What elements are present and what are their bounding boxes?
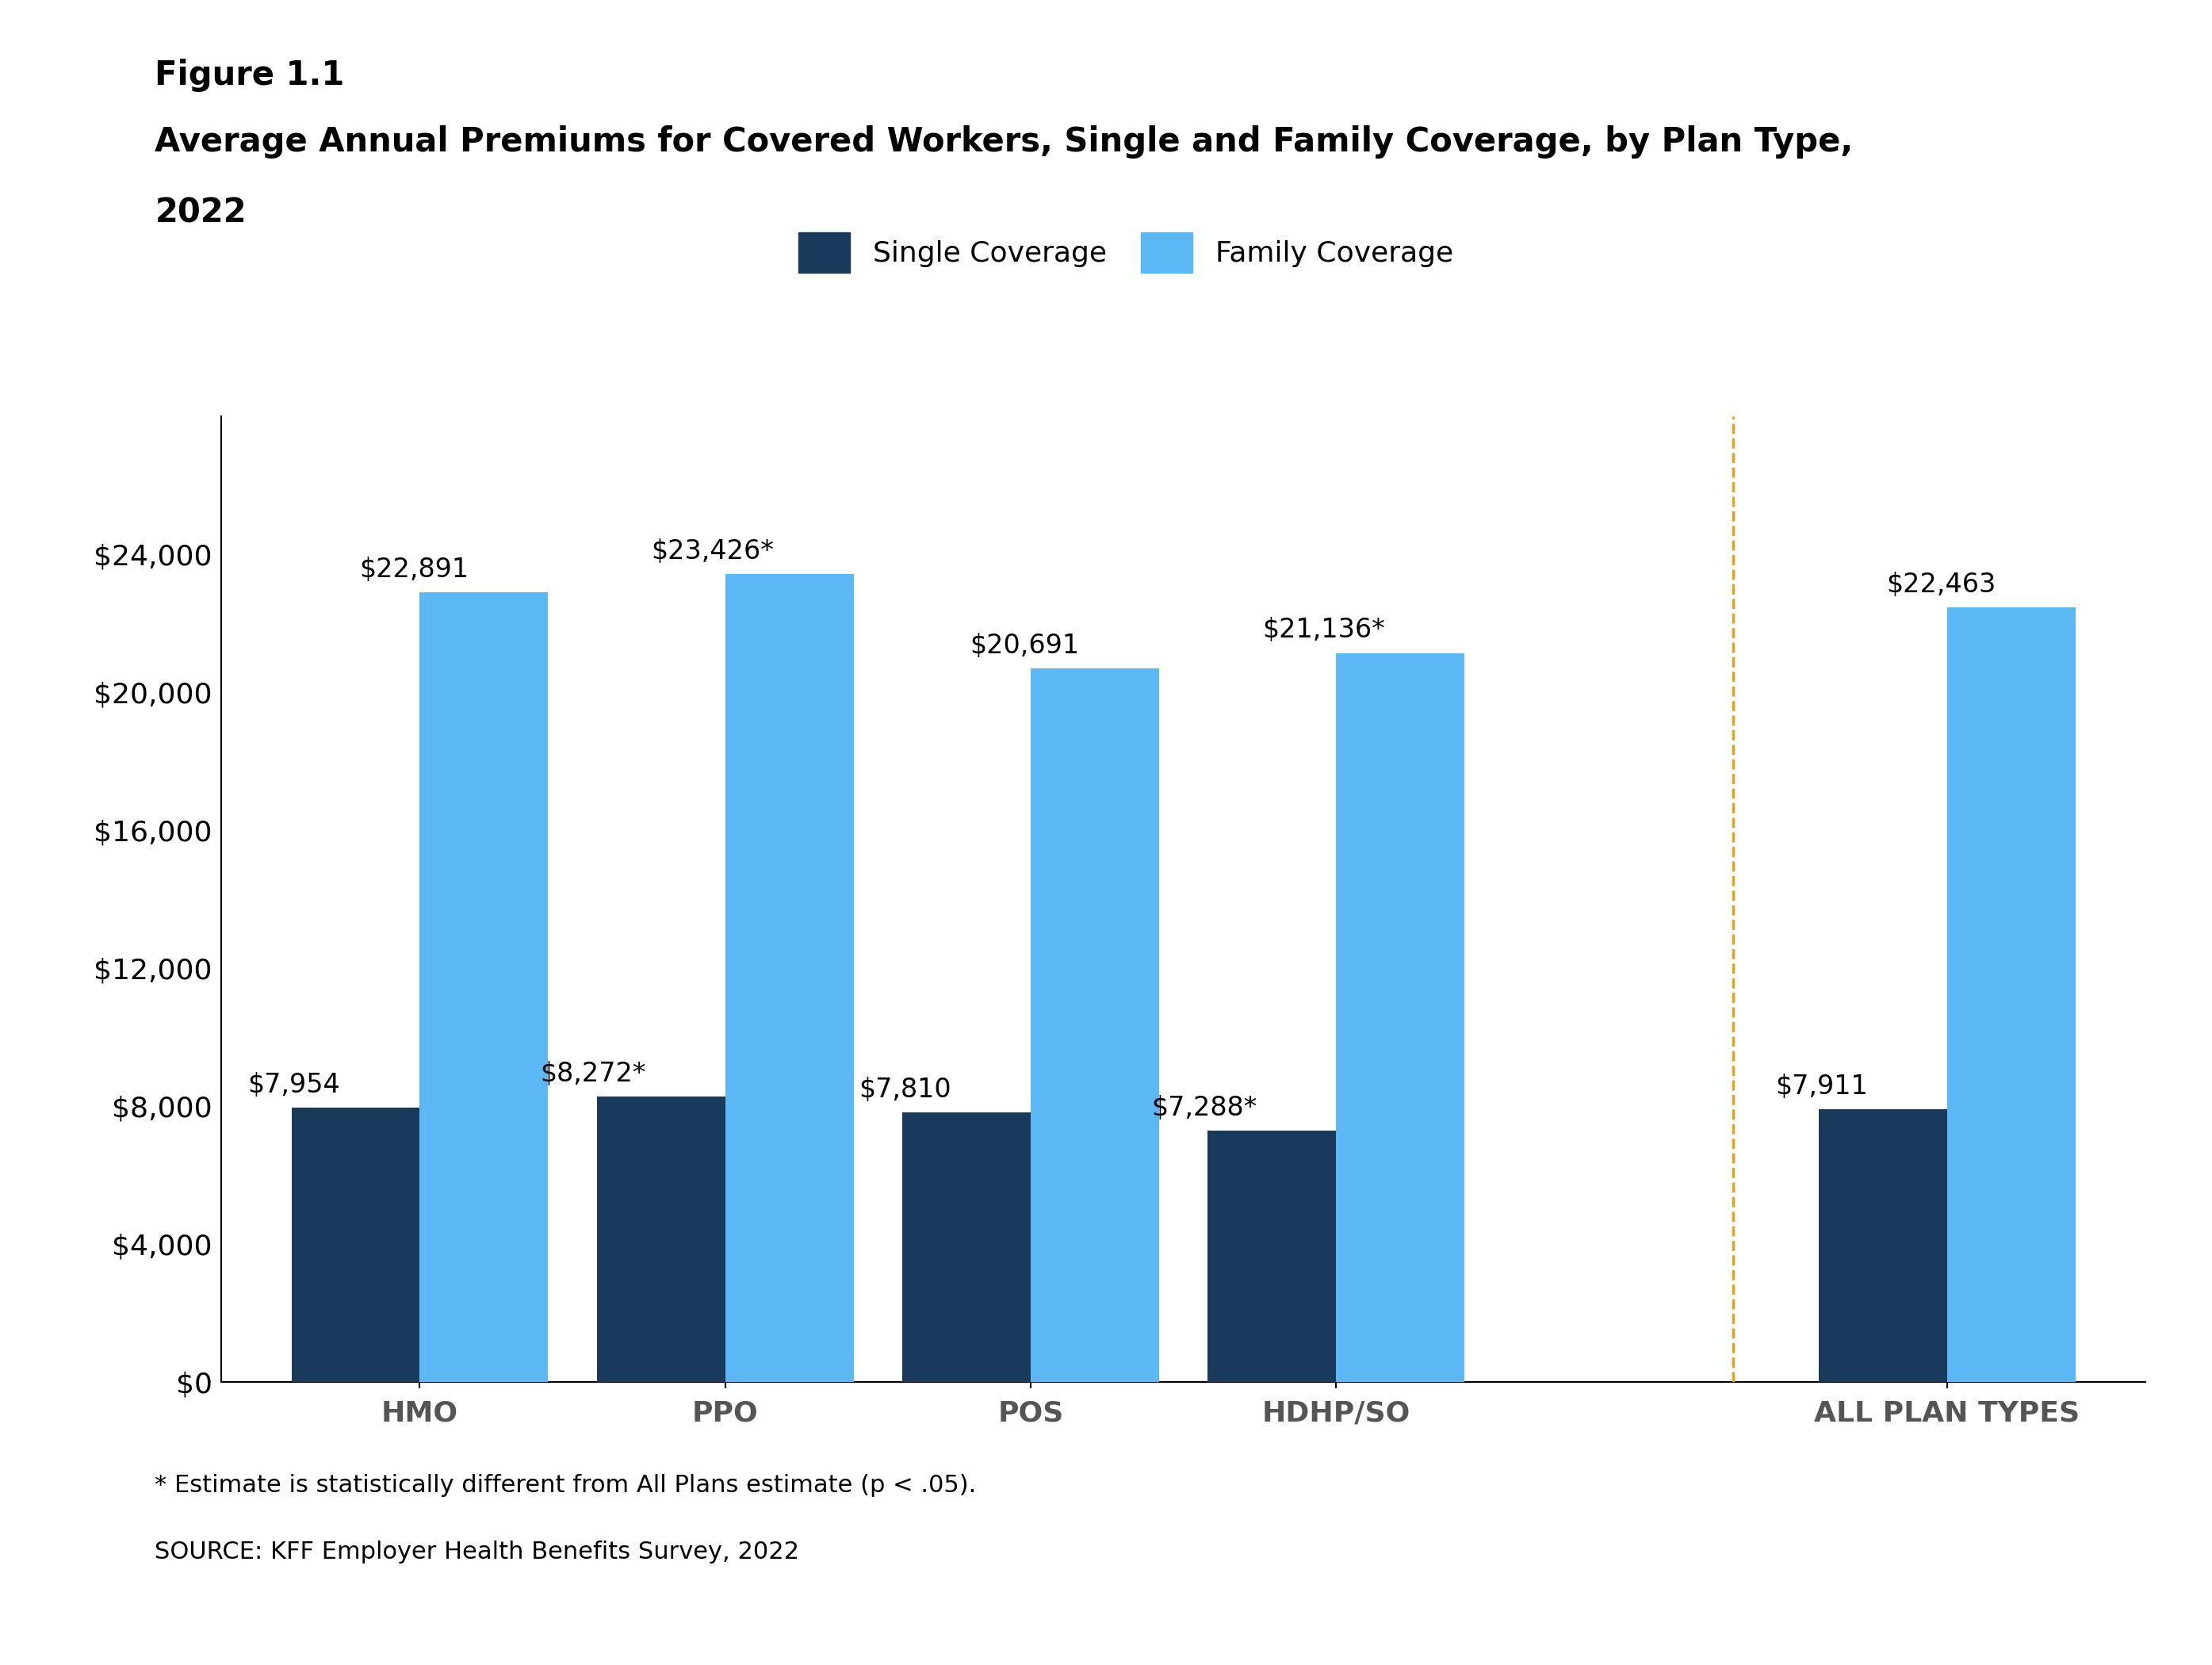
Text: * Estimate is statistically different from All Plans estimate (p < .05).: * Estimate is statistically different fr… — [155, 1474, 975, 1497]
Text: $7,911: $7,911 — [1774, 1074, 1867, 1099]
Bar — [726, 574, 854, 1382]
Text: $22,891: $22,891 — [358, 556, 469, 583]
Text: $20,691: $20,691 — [971, 633, 1079, 659]
Bar — [902, 1112, 1031, 1382]
Text: $7,288*: $7,288* — [1150, 1096, 1256, 1121]
Bar — [420, 593, 549, 1382]
Legend: Single Coverage, Family Coverage: Single Coverage, Family Coverage — [783, 218, 1467, 288]
Text: $8,272*: $8,272* — [540, 1061, 646, 1087]
Text: $7,954: $7,954 — [248, 1072, 341, 1097]
Text: $23,426*: $23,426* — [650, 538, 774, 564]
Bar — [1947, 608, 2075, 1382]
Text: $22,463: $22,463 — [1887, 571, 1995, 598]
Bar — [1208, 1131, 1336, 1382]
Bar — [1336, 653, 1464, 1382]
Text: $21,136*: $21,136* — [1263, 618, 1385, 643]
Bar — [597, 1097, 726, 1382]
Text: Average Annual Premiums for Covered Workers, Single and Family Coverage, by Plan: Average Annual Premiums for Covered Work… — [155, 125, 1854, 158]
Text: 2022: 2022 — [155, 196, 246, 230]
Bar — [1818, 1109, 1947, 1382]
Bar — [1031, 668, 1159, 1382]
Bar — [292, 1107, 420, 1382]
Text: Figure 1.1: Figure 1.1 — [155, 58, 345, 92]
Text: $7,810: $7,810 — [858, 1077, 951, 1102]
Text: SOURCE: KFF Employer Health Benefits Survey, 2022: SOURCE: KFF Employer Health Benefits Sur… — [155, 1540, 799, 1563]
